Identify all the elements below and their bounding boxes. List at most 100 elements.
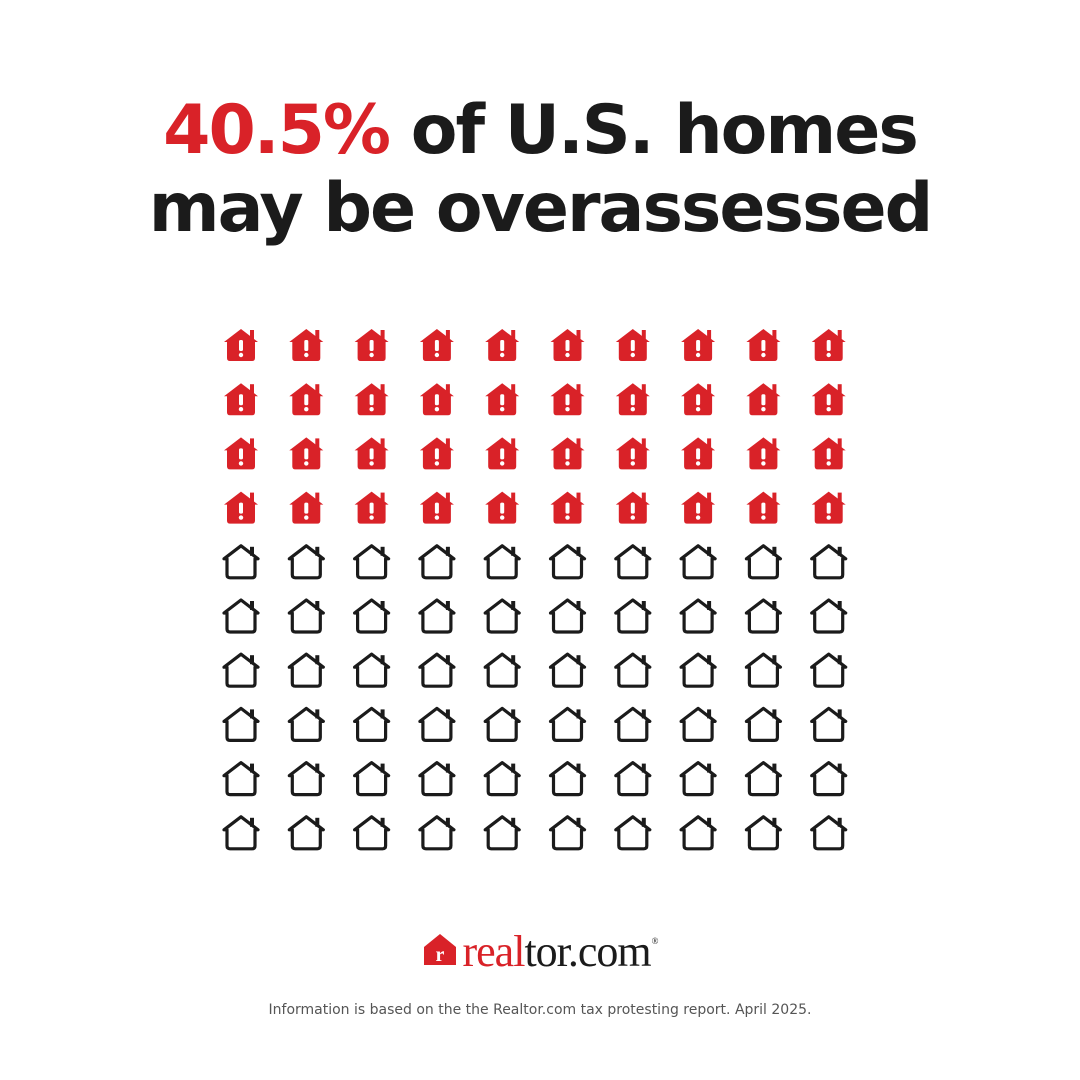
house-outline-icon bbox=[679, 598, 717, 634]
house-alert-icon bbox=[354, 329, 389, 361]
house-alert-icon bbox=[485, 329, 520, 361]
house-alert-icon bbox=[615, 383, 650, 416]
logo-word-tor-com: tor.com bbox=[524, 927, 651, 976]
house-outline-icon bbox=[679, 652, 717, 688]
house-outline-icon bbox=[287, 815, 325, 851]
house-outline-icon bbox=[810, 706, 848, 742]
house-outline-icon bbox=[483, 815, 521, 851]
house-alert-icon bbox=[419, 329, 454, 361]
house-alert-icon bbox=[811, 437, 846, 470]
house-outline-icon bbox=[418, 706, 456, 742]
house-alert-icon bbox=[681, 329, 716, 361]
house-outline-icon bbox=[614, 815, 652, 851]
headline-line-1: 40.5% of U.S. homes bbox=[0, 92, 1080, 170]
house-outline-icon bbox=[548, 598, 587, 634]
house-outline-icon bbox=[418, 652, 456, 688]
house-outline-icon bbox=[679, 815, 717, 851]
house-outline-icon bbox=[614, 598, 652, 634]
house-alert-icon bbox=[485, 437, 520, 470]
house-alert-icon bbox=[615, 491, 650, 524]
house-outline-icon bbox=[287, 706, 325, 742]
house-alert-icon bbox=[224, 491, 258, 524]
house-outline-icon bbox=[483, 598, 521, 634]
house-outline-icon bbox=[483, 761, 521, 797]
house-alert-icon bbox=[811, 383, 846, 416]
house-outline-icon bbox=[222, 652, 260, 688]
house-alert-icon bbox=[681, 437, 716, 470]
house-alert-icon bbox=[746, 437, 781, 470]
house-alert-icon bbox=[811, 329, 846, 361]
house-outline-icon bbox=[222, 598, 260, 634]
source-footnote: Information is based on the the Realtor.… bbox=[268, 1002, 812, 1018]
house-outline-icon bbox=[222, 706, 260, 742]
house-outline-icon bbox=[810, 652, 848, 688]
house-alert-icon bbox=[419, 383, 454, 416]
realtor-house-logo-icon: r bbox=[423, 933, 456, 966]
house-alert-icon bbox=[746, 383, 781, 416]
house-alert-icon bbox=[485, 491, 520, 524]
headline-percent: 40.5% bbox=[163, 91, 391, 170]
realtor-logo: r realtor.com® bbox=[0, 926, 1080, 977]
house-alert-icon bbox=[289, 383, 324, 416]
house-alert-icon bbox=[289, 491, 324, 524]
house-outline-icon bbox=[418, 544, 456, 580]
house-alert-icon bbox=[681, 383, 716, 416]
house-alert-icon bbox=[354, 383, 389, 416]
house-outline-icon bbox=[614, 544, 652, 580]
logo-mark-letter: r bbox=[435, 944, 444, 966]
house-alert-icon bbox=[289, 329, 324, 361]
house-alert-icon bbox=[811, 491, 846, 524]
house-outline-icon bbox=[548, 652, 587, 688]
house-alert-icon bbox=[615, 437, 650, 470]
house-outline-icon bbox=[744, 544, 782, 580]
house-outline-icon bbox=[548, 706, 587, 742]
house-alert-icon bbox=[289, 437, 324, 470]
house-alert-icon bbox=[550, 491, 585, 524]
house-alert-icon bbox=[615, 329, 650, 361]
house-alert-icon bbox=[224, 329, 258, 361]
house-outline-icon bbox=[418, 598, 456, 634]
house-outline-icon bbox=[287, 761, 325, 797]
house-outline-icon bbox=[744, 706, 782, 742]
house-alert-icon bbox=[354, 437, 389, 470]
house-outline-icon bbox=[353, 598, 391, 634]
house-outline-icon bbox=[287, 652, 325, 688]
house-alert-icon bbox=[485, 383, 520, 416]
house-alert-icon bbox=[224, 383, 258, 416]
house-outline-icon bbox=[353, 652, 391, 688]
house-outline-icon bbox=[222, 815, 260, 851]
house-outline-icon bbox=[810, 815, 848, 851]
house-alert-icon bbox=[550, 437, 585, 470]
headline-line-2: may be overassessed bbox=[148, 169, 934, 248]
house-outline-icon bbox=[287, 598, 325, 634]
house-outline-icon bbox=[744, 761, 782, 797]
house-outline-icon bbox=[679, 761, 717, 797]
house-outline-icon bbox=[614, 761, 652, 797]
house-outline-icon bbox=[222, 544, 260, 580]
house-outline-icon bbox=[548, 544, 587, 580]
house-outline-icon bbox=[353, 815, 391, 851]
house-outline-icon bbox=[483, 544, 521, 580]
headline: 40.5% of U.S. homes may be overassessed bbox=[0, 92, 1080, 248]
house-outline-icon bbox=[614, 652, 652, 688]
house-outline-icon bbox=[418, 815, 456, 851]
house-alert-icon bbox=[746, 491, 781, 524]
house-outline-icon bbox=[353, 761, 391, 797]
headline-line-1-rest: of U.S. homes bbox=[389, 91, 919, 170]
house-outline-icon bbox=[810, 761, 848, 797]
house-outline-icon bbox=[287, 544, 325, 580]
house-outline-icon bbox=[810, 544, 848, 580]
house-outline-icon bbox=[744, 815, 782, 851]
logo-word-real: real bbox=[462, 927, 526, 976]
house-outline-icon bbox=[222, 761, 260, 797]
house-outline-icon bbox=[353, 544, 391, 580]
house-alert-icon bbox=[224, 437, 258, 470]
house-alert-icon bbox=[419, 491, 454, 524]
house-outline-icon bbox=[679, 544, 717, 580]
house-outline-icon bbox=[353, 706, 391, 742]
logo-wordmark: realtor.com® bbox=[462, 926, 659, 977]
house-outline-icon bbox=[483, 652, 521, 688]
house-outline-icon bbox=[744, 652, 782, 688]
house-alert-icon bbox=[550, 383, 585, 416]
